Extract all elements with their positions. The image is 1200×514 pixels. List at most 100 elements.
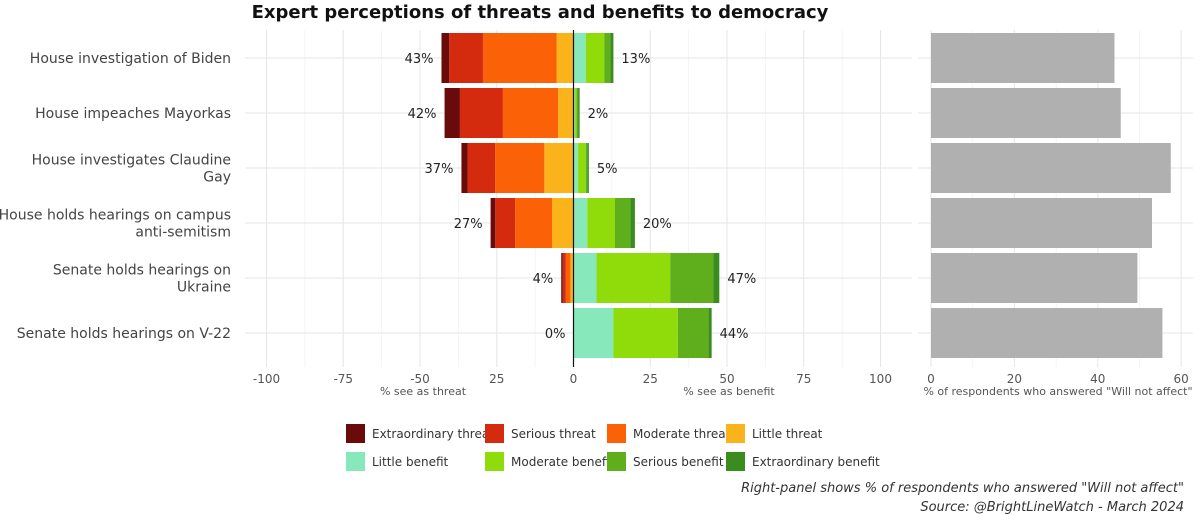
bar-segment (596, 253, 671, 303)
legend-label: Moderate threat (633, 427, 731, 441)
bar-segment (544, 143, 574, 193)
bar-segment (573, 308, 614, 358)
caption-source: Source: @BrightLineWatch - March 2024 (920, 500, 1184, 514)
legend-swatch (726, 424, 745, 443)
legend-swatch (346, 452, 365, 471)
right-tick-label: 40 (1090, 372, 1105, 386)
legend-label: Moderate benefit (511, 455, 614, 469)
left-tick-label: 50 (719, 372, 734, 386)
legend-label: Little benefit (372, 455, 449, 469)
category-label: House investigation of Biden (30, 51, 231, 67)
will-not-affect-bar (931, 88, 1121, 138)
left-tick-label: 25 (643, 372, 658, 386)
category-label-line: Senate holds hearings on V-22 (17, 326, 231, 342)
benefit-percent-label: 44% (720, 327, 749, 342)
left-panel-tick-labels: -100 -75 -50 25 0 25 50 75 100 (253, 372, 892, 386)
left-tick-label: 75 (796, 372, 811, 386)
bar-segment (713, 253, 720, 303)
category-label-line: House investigation of Biden (30, 51, 231, 67)
legend-swatch (607, 452, 626, 471)
will-not-affect-bar (931, 143, 1171, 193)
bar-segment (578, 143, 586, 193)
caption-right-panel-note: Right-panel shows % of respondents who a… (741, 481, 1184, 496)
category-label-line: Gay (203, 170, 231, 186)
left-tick-label: -75 (333, 372, 353, 386)
left-tick-label: 0 (570, 372, 578, 386)
bar-segment (585, 33, 605, 83)
benefit-percent-label: 5% (597, 162, 618, 177)
bar-segment (610, 33, 614, 83)
legend-item: Moderate benefit (485, 452, 614, 471)
bar-segment (587, 198, 615, 248)
bar-segment (614, 198, 631, 248)
bar-segment (573, 143, 579, 193)
legend-swatch (346, 424, 365, 443)
bar-segment (552, 198, 574, 248)
bar-segment (587, 143, 589, 193)
bar-segment (515, 198, 553, 248)
will-not-affect-bar (931, 33, 1115, 83)
threat-percent-label: 42% (408, 107, 437, 122)
category-label: House impeaches Mayorkas (35, 106, 231, 122)
legend-swatch (726, 452, 745, 471)
right-panel: 0 20 40 60 % of respondents who answered "W… (918, 30, 1193, 398)
bar-segment (578, 88, 580, 138)
category-label: House holds hearings on campus anti-semit… (0, 208, 231, 241)
left-tick-label: -100 (253, 372, 280, 386)
right-tick-label: 60 (1174, 372, 1189, 386)
threat-percent-label: 43% (405, 52, 434, 67)
bar-segment (467, 143, 496, 193)
bar-segment (502, 88, 559, 138)
legend: Extraordinary threat Serious threat Modera… (346, 424, 880, 471)
threat-percent-label: 0% (545, 327, 566, 342)
left-tick-label: 100 (869, 372, 892, 386)
bar-segment (490, 198, 496, 248)
category-label: Senate holds hearings on V-22 (17, 326, 231, 342)
left-panel: 43% 13% 42% 2% 37% 5% 27% 20% 4% 47% 0% 44% -100 -75… (245, 30, 912, 398)
category-label: House investigates Claudine Gay (32, 153, 231, 186)
threat-percent-label: 37% (425, 162, 454, 177)
will-not-affect-bar (931, 253, 1138, 303)
category-label-line: House holds hearings on campus (0, 208, 231, 224)
legend-swatch (485, 424, 504, 443)
legend-label: Extraordinary threat (372, 427, 494, 441)
bar-segment (573, 88, 576, 138)
bar-segment (449, 33, 483, 83)
left-panel-bars (441, 33, 720, 358)
category-label-line: House investigates Claudine (32, 153, 231, 169)
bar-segment (575, 88, 577, 138)
bar-segment (461, 143, 468, 193)
bar-segment (573, 198, 588, 248)
bar-segment (613, 308, 678, 358)
chart-title: Expert perceptions of threats and benefi… (252, 2, 829, 23)
category-label: Senate holds hearings on Ukraine (53, 263, 231, 296)
bar-segment (561, 253, 563, 303)
will-not-affect-bar (931, 198, 1153, 248)
legend-item: Little benefit (346, 452, 449, 471)
category-label-line: Senate holds hearings on (53, 263, 231, 279)
legend-item: Serious threat (485, 424, 596, 443)
bar-segment (630, 198, 635, 248)
bar-segment (708, 308, 712, 358)
bar-segment (573, 253, 597, 303)
bar-segment (495, 143, 545, 193)
legend-item: Little threat (726, 424, 823, 443)
left-tick-label: -50 (410, 372, 430, 386)
xlabel-will-not-affect: % of respondents who answered "Will not … (923, 385, 1192, 398)
legend-item: Serious benefit (607, 452, 724, 471)
bar-segment (570, 253, 574, 303)
bar-segment (562, 253, 566, 303)
will-not-affect-bar (931, 308, 1163, 358)
bar-segment (576, 88, 579, 138)
bar-segment (677, 308, 709, 358)
legend-label: Serious threat (511, 427, 596, 441)
legend-item: Extraordinary benefit (726, 452, 880, 471)
category-label-line: anti-semitism (135, 225, 231, 241)
bar-segment (604, 33, 611, 83)
bar-segment (459, 88, 503, 138)
bar-segment (556, 33, 574, 83)
bar-segment (573, 33, 586, 83)
bar-segment (444, 88, 460, 138)
benefit-percent-label: 2% (588, 107, 609, 122)
legend-swatch (607, 424, 626, 443)
